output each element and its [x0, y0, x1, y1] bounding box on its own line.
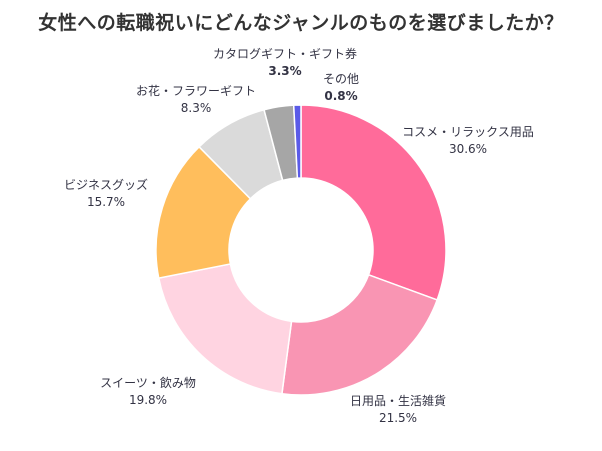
slice-category-label: その他 — [323, 72, 359, 86]
donut-slices — [155, 104, 447, 396]
slice-category-label: 日用品・生活雑貨 — [350, 393, 446, 408]
donut-slice — [300, 104, 447, 301]
chart-title: 女性への転職祝いにどんなジャンルのものを選びましたか？ — [38, 12, 564, 34]
slice-value-label: 21.5% — [379, 411, 417, 425]
slice-category-label: ビジネスグッズ — [64, 177, 148, 192]
donut-hole — [229, 178, 373, 322]
slice-value-label: 19.8% — [129, 393, 167, 407]
slice-value-label: 30.6% — [449, 142, 487, 156]
slice-value-label: 0.8% — [324, 89, 357, 103]
slice-value-label: 3.3% — [268, 64, 301, 78]
slice-value-label: 8.3% — [181, 101, 212, 115]
slice-labels: コスメ・リラックス用品 30.6% 日用品・生活雑貨 21.5% スイーツ・飲み物 19.… — [64, 46, 534, 425]
slice-category-label: カタログギフト・ギフト券 — [213, 46, 357, 61]
slice-value-label: 15.7% — [87, 195, 125, 209]
slice-category-label: お花・フラワーギフト — [136, 83, 256, 98]
slice-category-label: コスメ・リラックス用品 — [402, 125, 534, 139]
slice-category-label: スイーツ・飲み物 — [100, 375, 196, 390]
